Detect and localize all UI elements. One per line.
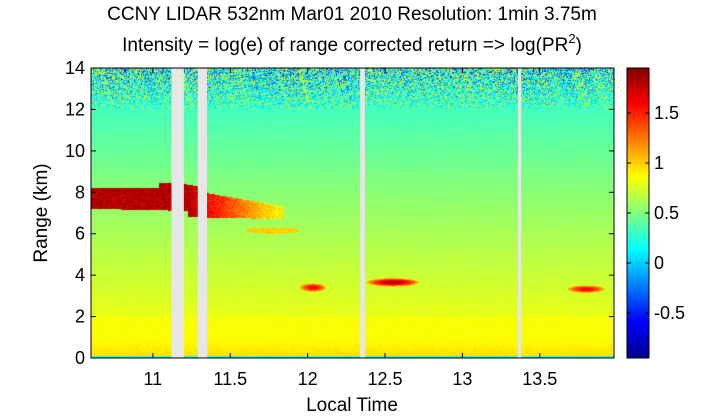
colorbar-tick-label: 1.5	[654, 103, 679, 123]
data-gaps	[171, 68, 522, 358]
heatmap-image	[91, 68, 614, 358]
y-tick-label: 4	[75, 265, 85, 285]
data-gap	[171, 68, 184, 358]
chart-title: CCNY LIDAR 532nm Mar01 2010 Resolution: …	[107, 4, 597, 25]
y-tick-label: 12	[65, 99, 85, 119]
x-axis-label: Local Time	[306, 395, 398, 416]
x-axis-ticks: 11 11.5 12 12.5 13 13.5	[144, 68, 557, 389]
y-tick-label: 6	[75, 224, 85, 244]
data-gap	[360, 68, 365, 358]
colorbar-ticks: -0.5 0 0.5 1 1.5	[627, 103, 685, 323]
x-tick-label: 13.5	[522, 369, 557, 389]
y-tick-label: 10	[65, 141, 85, 161]
y-axis-ticks: 0 2 4 6 8 10 12 14	[65, 58, 614, 368]
colorbar-tick-label: 0.5	[654, 203, 679, 223]
subtitle-superscript: 2	[568, 31, 575, 46]
subtitle-suffix: )	[576, 35, 582, 56]
x-tick-label: 11	[144, 369, 163, 389]
y-tick-label: 2	[75, 307, 85, 327]
y-axis-label: Range (km)	[31, 163, 52, 262]
x-tick-label: 11.5	[213, 369, 247, 389]
plot-frame	[90, 67, 615, 359]
y-tick-label: 8	[75, 182, 85, 202]
colorbar-tick-label: 0	[654, 253, 664, 273]
data-gap	[197, 68, 208, 358]
subtitle-prefix: Intensity = log(e) of range corrected re…	[122, 35, 568, 56]
y-tick-label: 14	[65, 58, 85, 78]
colorbar-tick-label: 1	[654, 153, 664, 173]
x-tick-label: 13	[452, 369, 472, 389]
x-tick-label: 12	[298, 369, 318, 389]
data-gap	[518, 68, 522, 358]
x-tick-label: 12.5	[367, 369, 402, 389]
plot-area	[91, 68, 614, 358]
y-tick-label: 0	[75, 348, 85, 368]
colorbar-tick-label: -0.5	[654, 303, 685, 323]
chart-subtitle: Intensity = log(e) of range corrected re…	[122, 31, 582, 56]
